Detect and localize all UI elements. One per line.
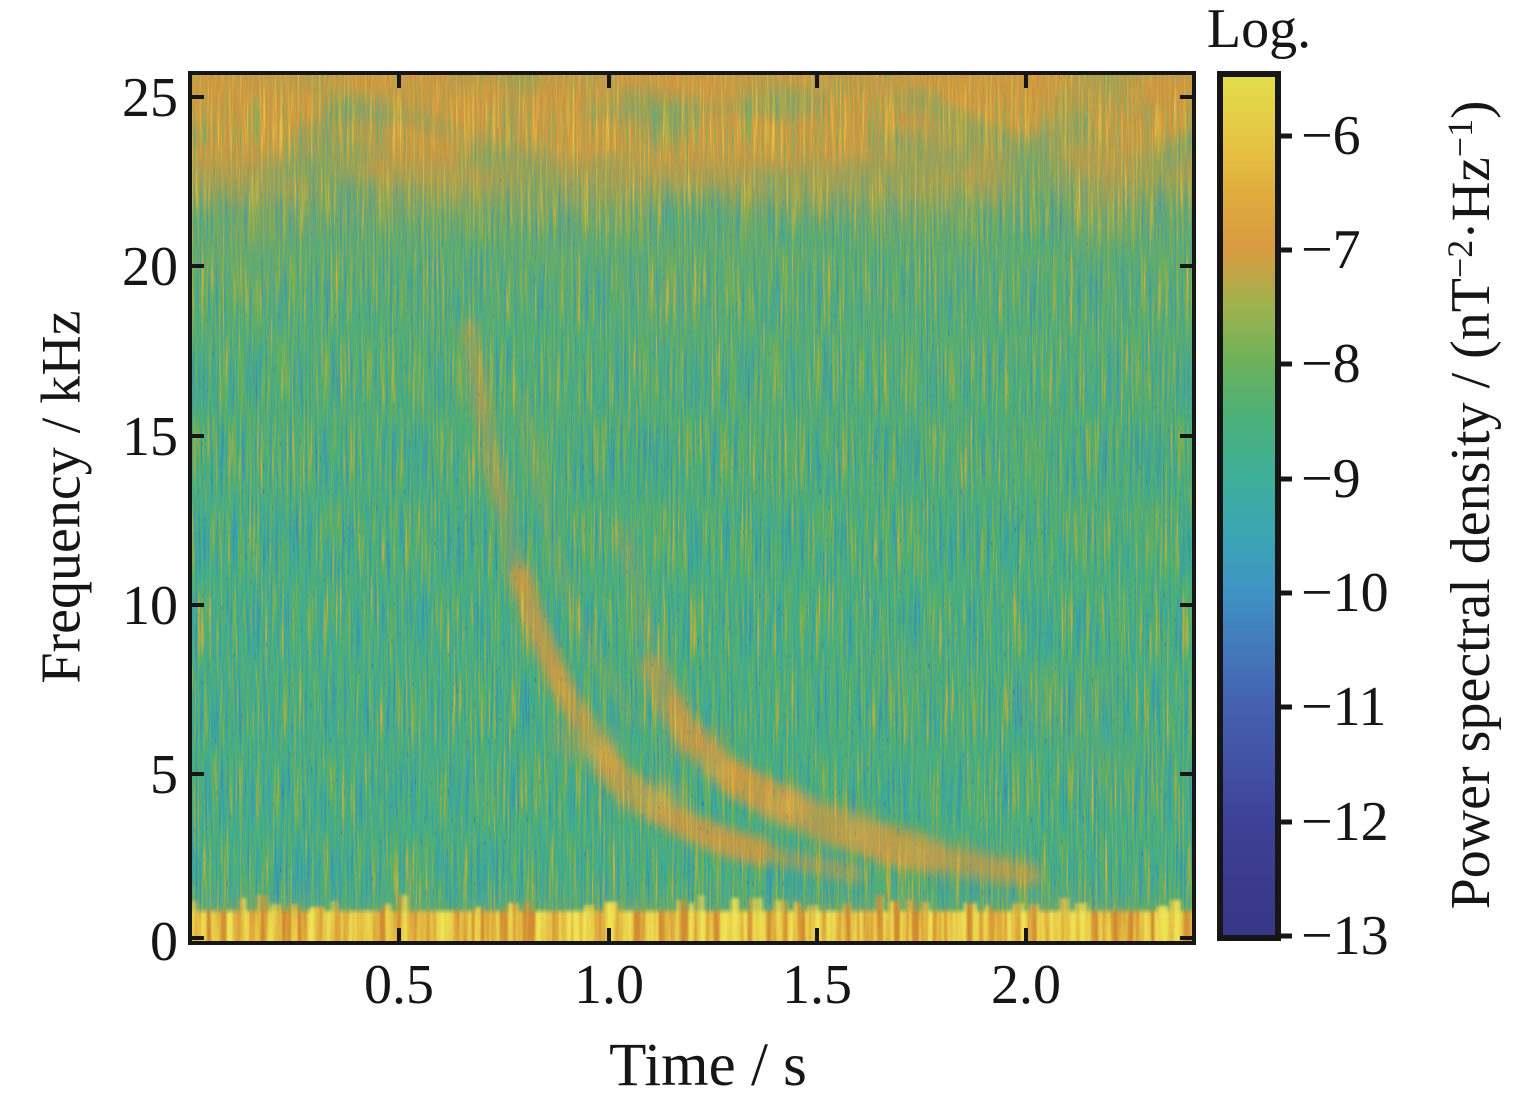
svg-text:Log.: Log. bbox=[1207, 0, 1311, 60]
svg-text:1.5: 1.5 bbox=[782, 954, 852, 1016]
svg-text:0.5: 0.5 bbox=[364, 954, 434, 1016]
svg-text:1.0: 1.0 bbox=[574, 954, 644, 1016]
svg-text:Time / s: Time / s bbox=[609, 1032, 807, 1099]
svg-text:25: 25 bbox=[122, 67, 178, 129]
svg-text:2.0: 2.0 bbox=[991, 954, 1061, 1016]
svg-text:0: 0 bbox=[150, 911, 178, 973]
svg-text:−8: −8 bbox=[1301, 333, 1361, 395]
svg-text:−10: −10 bbox=[1301, 562, 1389, 624]
svg-text:−13: −13 bbox=[1301, 905, 1389, 967]
svg-text:10: 10 bbox=[122, 575, 178, 637]
svg-text:20: 20 bbox=[122, 236, 178, 298]
svg-text:−9: −9 bbox=[1301, 448, 1361, 510]
svg-text:−6: −6 bbox=[1301, 105, 1361, 167]
svg-text:5: 5 bbox=[150, 744, 178, 806]
svg-text:−7: −7 bbox=[1301, 219, 1361, 281]
svg-text:Frequency / kHz: Frequency / kHz bbox=[31, 310, 93, 683]
svg-text:−12: −12 bbox=[1301, 791, 1389, 853]
svg-text:−11: −11 bbox=[1301, 676, 1387, 738]
svg-text:Power spectral density / (nT−2: Power spectral density / (nT−2·Hz−1) bbox=[1440, 101, 1502, 910]
svg-text:15: 15 bbox=[122, 406, 178, 468]
